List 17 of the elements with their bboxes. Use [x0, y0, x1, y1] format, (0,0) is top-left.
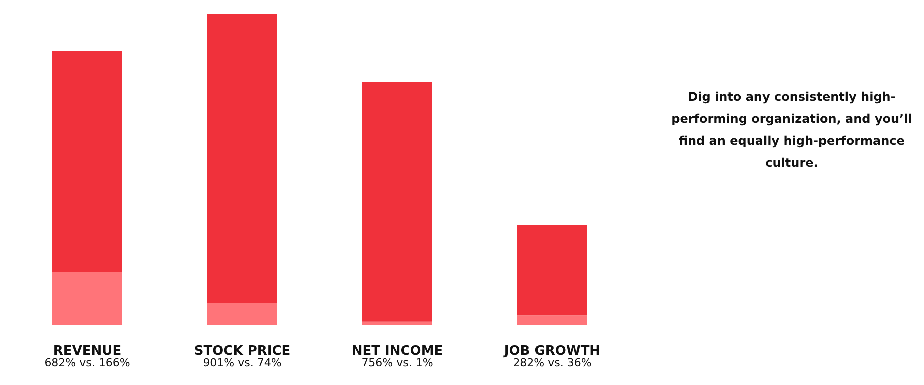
bar	[208, 303, 278, 325]
x-tick-label: NET INCOME	[352, 344, 444, 359]
total-label: 282% vs. 36%	[513, 356, 592, 370]
bar	[52, 51, 122, 272]
text: Dig into any consistently high-performing organization, and you’ll find an equally high-performance culture.	[670, 89, 914, 172]
total-label: 756% vs. 1%	[362, 356, 434, 370]
bar	[518, 225, 588, 316]
total-label: 901% vs. 74%	[203, 356, 282, 370]
total-label: 682% vs. 166%	[44, 356, 130, 370]
bar	[518, 316, 588, 325]
bar	[362, 322, 432, 325]
x-tick-label: REVENUE	[53, 344, 122, 359]
x-tick-label: STOCK PRICE	[194, 344, 291, 359]
x-tick-label: JOB GROWTH	[503, 344, 601, 359]
bar	[52, 272, 122, 325]
bar	[362, 82, 432, 322]
bar	[208, 14, 278, 304]
